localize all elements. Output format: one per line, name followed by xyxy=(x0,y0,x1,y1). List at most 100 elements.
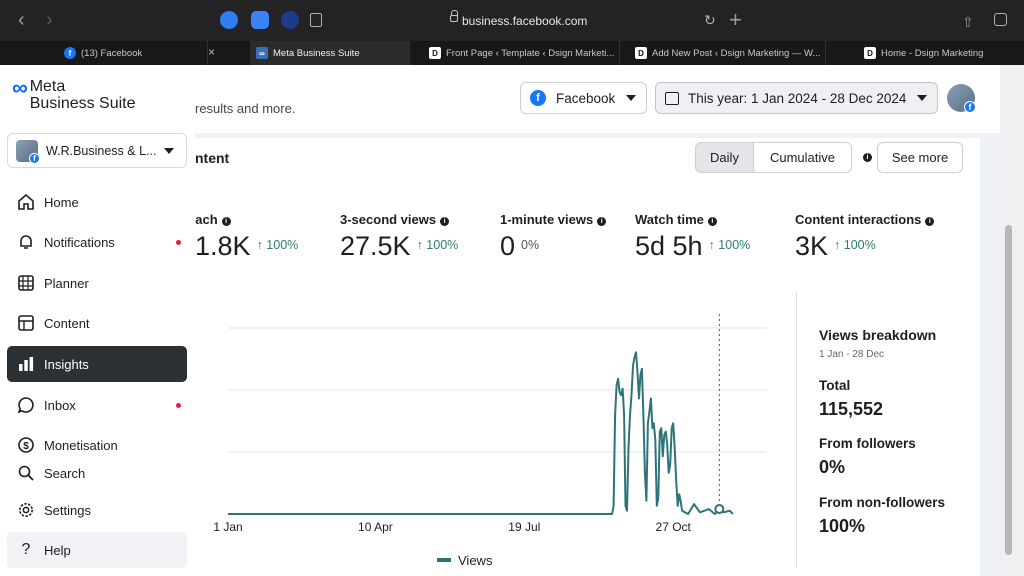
tab-front-page[interactable]: D Front Page ‹ Template ‹ Dsign Marketi.… xyxy=(423,41,620,65)
views-series-line xyxy=(228,351,734,515)
info-icon[interactable]: i xyxy=(707,217,717,226)
address-bar[interactable]: business.facebook.com ↻ xyxy=(302,8,722,34)
info-icon[interactable]: i xyxy=(440,217,450,226)
profile-avatar[interactable]: f xyxy=(947,84,976,113)
account-switcher[interactable]: f W.R.Business & L... xyxy=(7,133,187,168)
x-tick-label: 1 Jan xyxy=(213,520,242,534)
insights-icon xyxy=(15,353,37,375)
logo-line-2: Business Suite xyxy=(29,95,136,112)
daily-toggle[interactable]: Daily xyxy=(695,142,754,173)
url-text: business.facebook.com xyxy=(462,14,588,28)
bell-icon xyxy=(15,231,37,253)
total-value: 115,552 xyxy=(819,399,884,419)
lock-icon xyxy=(450,10,458,22)
x-tick-label: 27 Oct xyxy=(656,520,692,534)
sidebar-item-label: Inbox xyxy=(44,397,76,413)
metric-watch-time: Watch time i 5d 5h ↑ 100% xyxy=(635,212,750,262)
platform-select[interactable]: f Facebook xyxy=(520,82,647,114)
platform-select-label: Facebook xyxy=(556,90,616,106)
compass-extension-icon[interactable] xyxy=(220,11,238,29)
browser-toolbar: ‹ › business.facebook.com ↻ + ⇧ xyxy=(0,0,1024,41)
tab-label: Add New Post ‹ Dsign Marketing — W... xyxy=(652,47,821,59)
divider xyxy=(796,292,797,568)
sidebar-item-insights[interactable]: Insights xyxy=(7,346,187,382)
tab-label: Front Page ‹ Template ‹ Dsign Marketi... xyxy=(446,47,615,59)
dollar-icon: $ xyxy=(15,434,37,456)
reader-icon[interactable] xyxy=(310,13,322,27)
notification-dot xyxy=(176,403,181,408)
metric-3-second-views: 3-second views i 27.5K ↑ 100% xyxy=(340,212,458,262)
tab-label: Meta Business Suite xyxy=(273,47,360,59)
sidebar-item-help[interactable]: ? Help xyxy=(7,532,187,568)
metric-label: 1-minute views xyxy=(500,212,594,227)
sidebar-item-search[interactable]: Search xyxy=(7,455,187,491)
forward-icon[interactable]: › xyxy=(46,9,53,31)
sidebar-item-notifications[interactable]: Notifications xyxy=(7,224,187,260)
metric-label: each xyxy=(188,212,218,227)
info-icon[interactable]: i xyxy=(221,217,231,226)
sidebar-item-content[interactable]: Content xyxy=(7,305,187,341)
section-title: ntent xyxy=(195,150,230,166)
sidebar-item-monetisation[interactable]: $ Monetisation xyxy=(7,427,187,463)
date-range-select[interactable]: This year: 1 Jan 2024 - 28 Dec 2024 xyxy=(655,82,938,114)
metric-1-minute-views: 1-minute views i 0 0% xyxy=(500,212,607,262)
tab-label: Home - Dsign Marketing xyxy=(881,47,984,59)
content-icon xyxy=(15,312,37,334)
metric-content-interactions: Content interactions i 3K ↑ 100% xyxy=(795,212,935,262)
reload-icon[interactable]: ↻ xyxy=(704,12,716,28)
calendar-icon xyxy=(15,272,37,294)
tab-meta-business-suite[interactable]: ∞ Meta Business Suite xyxy=(250,41,410,65)
sidebar-item-settings[interactable]: Settings xyxy=(7,492,187,528)
sidebar-item-inbox[interactable]: Inbox xyxy=(7,387,187,423)
metric-value: 0 xyxy=(500,231,516,261)
account-avatar: f xyxy=(16,139,40,164)
sidebar-item-home[interactable]: Home xyxy=(7,184,187,220)
back-icon[interactable]: ‹ xyxy=(18,9,25,31)
new-tab-icon[interactable]: + xyxy=(729,7,742,32)
cumulative-toggle[interactable]: Cumulative xyxy=(753,142,852,173)
tab-facebook[interactable]: f (13) Facebook xyxy=(58,41,208,65)
d-site-icon: D xyxy=(429,47,441,59)
d-site-icon: D xyxy=(864,47,876,59)
metric-value: 3K xyxy=(795,231,829,261)
info-icon[interactable]: i xyxy=(597,217,607,226)
facebook-icon: f xyxy=(64,47,76,59)
d-site-icon: D xyxy=(635,47,647,59)
metric-value: 5d 5h xyxy=(635,231,703,261)
caret-down-icon xyxy=(626,95,636,101)
gear-icon xyxy=(15,499,37,521)
tab-label: (13) Facebook xyxy=(81,47,143,59)
sidebar-item-label: Home xyxy=(44,194,79,210)
content-card xyxy=(195,138,980,576)
tab-home-dsign[interactable]: D Home - Dsign Marketing xyxy=(858,41,1024,65)
chat-icon xyxy=(15,394,37,416)
followers-value: 0% xyxy=(819,457,846,477)
scrollbar-thumb[interactable] xyxy=(1005,225,1012,555)
sidebar-item-label: Content xyxy=(44,315,90,331)
shield-extension-icon[interactable] xyxy=(251,11,269,29)
sidebar-item-label: Monetisation xyxy=(44,437,118,453)
metric-label: 3-second views xyxy=(340,212,437,227)
tab-add-new-post[interactable]: D Add New Post ‹ Dsign Marketing — W... xyxy=(629,41,826,65)
sidebar-item-planner[interactable]: Planner xyxy=(7,265,187,301)
sidebar-item-label: Settings xyxy=(44,502,91,518)
info-icon[interactable]: i xyxy=(925,217,935,226)
breakdown-title: Views breakdown xyxy=(819,327,937,343)
share-icon[interactable]: ⇧ xyxy=(962,14,974,30)
moon-extension-icon[interactable] xyxy=(281,11,299,29)
metric-change: ↑ 100% xyxy=(256,237,299,252)
help-icon: ? xyxy=(21,541,31,558)
facebook-badge-icon: f xyxy=(29,152,40,164)
sidebar-item-label: Notifications xyxy=(44,234,115,250)
meta-icon: ∞ xyxy=(256,47,268,59)
x-tick-label: 19 Jul xyxy=(508,520,540,534)
scrollbar-track[interactable] xyxy=(1000,65,1024,576)
sidebar-item-label: Search xyxy=(44,465,86,481)
total-label: Total xyxy=(819,378,851,393)
tab-close-icon[interactable]: × xyxy=(208,45,216,59)
see-more-button[interactable]: See more xyxy=(877,142,963,173)
tab-bar: f (13) Facebook × ∞ Meta Business Suite … xyxy=(0,41,1024,65)
tabs-overview-icon[interactable] xyxy=(994,13,1007,26)
home-icon xyxy=(15,191,37,213)
info-icon[interactable]: i xyxy=(863,153,872,162)
